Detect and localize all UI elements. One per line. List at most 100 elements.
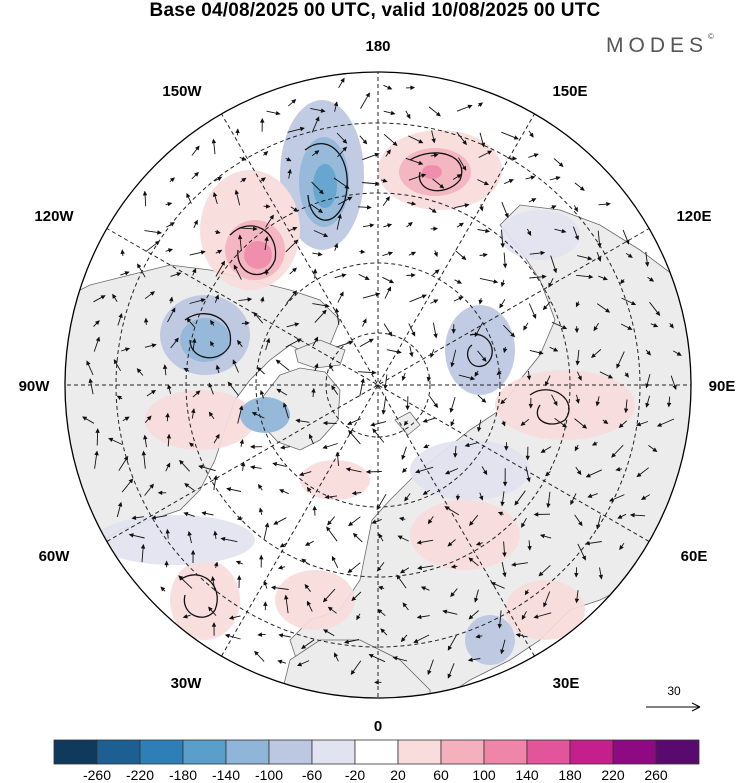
wind-arrow-head	[351, 596, 357, 602]
wind-arrow-head	[149, 483, 154, 489]
wind-arrow-head	[527, 545, 532, 551]
wind-arrow-head	[117, 501, 123, 507]
wind-arrow-head	[369, 223, 375, 228]
wind-arrow-head	[324, 303, 330, 308]
wind-arrow-head	[220, 536, 226, 542]
wind-arrow-head	[449, 407, 454, 414]
lon-label-120w: 120W	[34, 208, 74, 225]
wind-arrow-head	[275, 111, 281, 116]
wind-arrow-head	[342, 146, 348, 152]
wind-arrow-head	[301, 644, 307, 650]
wind-arrow-head	[574, 572, 579, 578]
wind-arrow-head	[541, 274, 547, 279]
wind-arrow-head	[411, 201, 417, 206]
wind-arrow-head	[347, 568, 353, 574]
wind-arrow-head	[323, 232, 329, 237]
wind-arrow-head	[433, 226, 439, 232]
wind-arrow-head	[546, 503, 551, 509]
wind-arrow-head	[510, 332, 516, 338]
wind-arrow-head	[375, 181, 380, 186]
wind-arrow-head	[479, 495, 484, 501]
wind-arrow-head	[124, 416, 130, 421]
wind-arrow-head	[327, 606, 333, 612]
wind-arrow-head	[329, 363, 334, 370]
wind-arrow-head	[553, 347, 559, 352]
wind-arrow-head	[575, 398, 580, 404]
anomaly-positive	[495, 370, 635, 440]
wind-arrow-head	[232, 359, 237, 365]
wind-arrow-head	[444, 470, 451, 475]
wind-arrow-head	[619, 279, 625, 285]
colorbar-swatch	[96, 739, 141, 765]
wind-arrow-head	[435, 111, 441, 117]
wind-arrow-head	[215, 364, 221, 370]
wind-arrow-head	[239, 438, 244, 445]
chart-title: Base 04/08/2025 00 UTC, valid 10/08/2025…	[149, 0, 601, 21]
wind-arrow-head	[278, 633, 284, 638]
lon-label-150e: 150E	[552, 83, 587, 100]
wind-arrow-head	[286, 157, 292, 162]
wind-arrow-head	[480, 142, 486, 148]
wind-arrow-head	[236, 575, 242, 580]
wind-arrow-head	[607, 374, 614, 379]
wind-arrow-head	[365, 469, 371, 475]
wind-arrow-head	[193, 219, 198, 225]
wind-arrow-head	[345, 467, 351, 472]
anomaly-negative	[313, 164, 337, 208]
wind-arrow-head	[183, 511, 189, 517]
anomaly-positive	[170, 560, 240, 640]
colorbar-swatch	[526, 739, 571, 765]
wind-arrow-head	[279, 489, 285, 494]
reference-vector-head	[691, 702, 701, 712]
wind-arrow-head	[179, 459, 184, 465]
colorbar-tick-label: 220	[601, 767, 625, 783]
wind-arrow-head	[210, 575, 216, 581]
wind-arrow-head	[672, 384, 677, 390]
wind-arrow-head	[347, 196, 353, 201]
wind-arrow-head	[493, 279, 499, 284]
wind-arrow-head	[184, 483, 190, 488]
wind-arrow-head	[279, 543, 285, 548]
colorbar-tick-label: -20	[345, 767, 365, 783]
wind-arrow-head	[481, 398, 487, 403]
wind-arrow-head	[94, 320, 100, 326]
anomaly-positive	[145, 390, 255, 450]
wind-arrow-head	[118, 313, 123, 319]
wind-arrow-head	[191, 337, 197, 343]
wind-arrow-head	[525, 455, 530, 461]
wind-arrow-head	[533, 153, 539, 158]
wind-arrow-head	[627, 253, 633, 258]
wind-arrow-head	[95, 428, 100, 433]
wind-arrow-head	[347, 420, 353, 425]
wind-arrow-head	[575, 302, 580, 308]
colorbar-tick-label: -140	[212, 767, 240, 783]
colorbar-swatch	[612, 739, 657, 765]
wind-arrow-head	[256, 366, 262, 372]
wind-arrow-head	[576, 470, 582, 476]
colorbar-swatch	[354, 739, 399, 765]
wind-arrow-head	[593, 326, 598, 332]
wind-arrow-head	[469, 521, 474, 527]
wind-arrow-head	[474, 597, 479, 603]
wind-arrow-head	[215, 229, 221, 235]
wind-arrow-head	[578, 521, 583, 527]
wind-arrow-head	[311, 387, 316, 393]
wind-arrow-head	[240, 461, 246, 467]
wind-arrow-head	[269, 214, 274, 220]
wind-arrow-head	[475, 541, 481, 546]
wind-arrow-head	[306, 486, 312, 492]
wind-arrow-head	[186, 192, 191, 198]
wind-arrow-head	[482, 470, 488, 476]
wind-arrow-head	[324, 494, 330, 500]
wind-arrow-head	[343, 639, 349, 644]
wind-arrow-head	[539, 534, 546, 539]
wind-arrow-head	[151, 389, 157, 395]
wind-arrow-head	[237, 234, 243, 240]
wind-arrow-head	[195, 145, 200, 151]
wind-arrow-head	[377, 608, 383, 614]
wind-arrow-head	[381, 409, 386, 415]
wind-arrow-head	[629, 512, 635, 518]
wind-arrow-head	[645, 402, 650, 408]
wind-arrow-head	[500, 399, 506, 405]
